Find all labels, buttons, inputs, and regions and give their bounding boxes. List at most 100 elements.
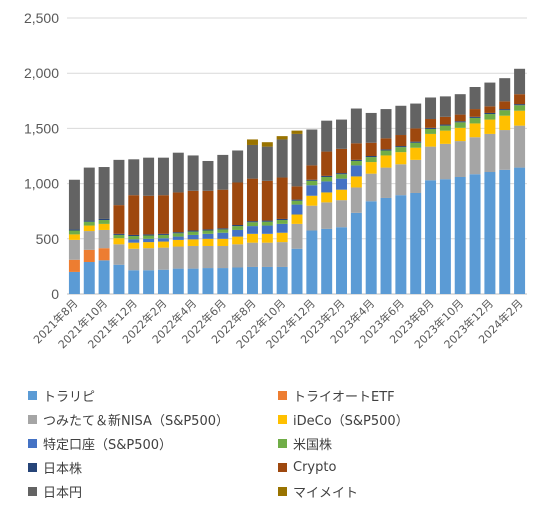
bar-segment: [83, 225, 95, 232]
legend-item: トラリピ: [28, 385, 95, 405]
bar-segment: [350, 212, 362, 294]
bar-segment: [157, 195, 169, 234]
bar-segment: [172, 232, 184, 234]
bar-segment: [113, 244, 125, 265]
y-axis-ticks: 0 500 1,000 1,500 2,000 2,500: [24, 10, 59, 302]
legend-item: 米国株: [278, 433, 332, 453]
bar-segment: [499, 101, 511, 110]
bar-segment: [128, 195, 140, 235]
bar-segment: [321, 151, 333, 176]
bar-segment: [187, 239, 199, 246]
bar-segment: [439, 125, 451, 131]
bar-segment: [499, 78, 511, 102]
bar-segment: [187, 155, 199, 191]
bar-segment: [350, 143, 362, 160]
bar-segment: [157, 234, 169, 239]
bar-segment: [425, 146, 437, 181]
bar-segment: [410, 128, 422, 142]
bar-segment: [321, 192, 333, 203]
bar-segment: [187, 234, 199, 240]
bar-segment: [306, 230, 318, 294]
bar-segment: [157, 247, 169, 270]
bar-segment: [261, 266, 273, 294]
bar-segment: [439, 143, 451, 180]
bar-segment: [336, 173, 348, 175]
bar-segment: [291, 133, 303, 187]
bar-segment: [365, 142, 377, 156]
bar-segment: [514, 104, 526, 106]
bar-segment: [395, 105, 407, 136]
bar-segment: [291, 199, 303, 201]
bar-segment: [365, 173, 377, 202]
bar-segment: [306, 205, 318, 231]
bar-segment: [291, 223, 303, 249]
bar-segment: [410, 192, 422, 294]
bar-segment: [157, 241, 169, 248]
bar-segment: [187, 190, 199, 231]
bar-segment: [68, 229, 80, 231]
bar-segment: [380, 138, 392, 150]
bar-segment: [261, 225, 273, 234]
bar-segment: [217, 154, 229, 190]
bar-segment: [291, 200, 303, 205]
bar-segment: [187, 231, 199, 235]
bar-segment: [484, 172, 496, 294]
bar-segment: [261, 142, 273, 147]
y-tick-label: 500: [36, 231, 60, 247]
bar-segment: [439, 179, 451, 294]
bar-segment: [157, 233, 169, 235]
bar-segment: [98, 260, 110, 294]
bar-segment: [143, 235, 155, 239]
bar-segment: [68, 239, 80, 260]
bar-segment: [321, 120, 333, 152]
bar-segment: [514, 167, 526, 294]
bar-segment: [113, 159, 125, 206]
bar-segment: [261, 220, 273, 222]
bar-segment: [469, 123, 481, 138]
stacked-bar-chart: 0 500 1,000 1,500 2,000 2,500 2021年8月2021年10月…: [24, 10, 527, 351]
bar-segment: [202, 190, 214, 230]
bar-segment: [410, 142, 422, 148]
bar-segment: [246, 139, 258, 145]
legend-swatch: [28, 462, 37, 472]
legend-swatch: [28, 390, 37, 400]
bar-segment: [395, 195, 407, 294]
bar-segment: [291, 248, 303, 294]
legend-label: 日本株: [43, 461, 83, 477]
bar-segment: [276, 218, 288, 221]
y-tick-label: 1,000: [24, 176, 59, 192]
legend-label: 米国株: [293, 437, 333, 453]
legend-label: トラリピ: [43, 389, 96, 405]
bar-segment: [380, 155, 392, 168]
bar-segment: [261, 180, 273, 221]
bar-segment: [202, 238, 214, 246]
bar-segment: [410, 159, 422, 193]
bar-segment: [321, 175, 333, 177]
legend-label: 日本円: [43, 485, 83, 501]
bar-segment: [469, 117, 481, 124]
bar-segment: [261, 146, 273, 181]
y-tick-label: 2,000: [24, 65, 59, 81]
bar-segment: [232, 267, 244, 294]
bar-segment: [157, 157, 169, 196]
bar-segment: [380, 167, 392, 198]
bar-segment: [514, 68, 526, 95]
legend-item: Crypto: [278, 457, 336, 477]
legend-item: つみたて＆新NISA（S&P500）: [28, 409, 229, 429]
bar-segment: [83, 261, 95, 294]
bar-segment: [202, 229, 214, 231]
bar-segment: [350, 160, 362, 166]
bar-segment: [143, 248, 155, 271]
bar-segment: [454, 127, 466, 142]
bar-segment: [484, 82, 496, 107]
bar-segment: [365, 201, 377, 294]
bar-segment: [98, 218, 110, 221]
bar-segment: [98, 223, 110, 230]
bar-segment: [439, 116, 451, 125]
bar-segment: [83, 249, 95, 262]
bar-segment: [454, 94, 466, 115]
bar-segment: [365, 112, 377, 143]
bar-segment: [276, 232, 288, 243]
bar-segment: [425, 97, 437, 120]
bar-segment: [202, 233, 214, 239]
